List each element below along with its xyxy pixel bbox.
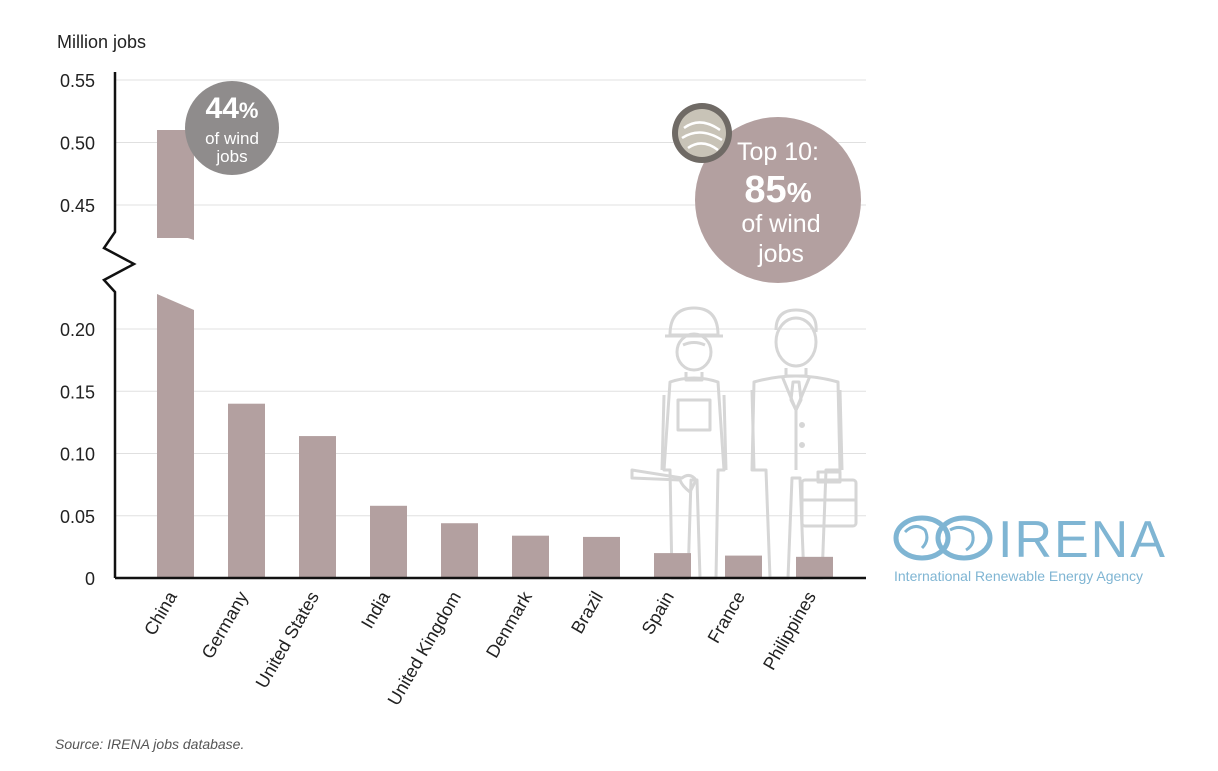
top10-circle	[695, 117, 861, 283]
bar-break-top	[157, 228, 194, 240]
bar	[654, 553, 691, 578]
top10-line1: Top 10:	[737, 138, 819, 166]
bar	[796, 556, 833, 578]
y-tick-label: 0.15	[60, 382, 95, 402]
y-axis-label: Million jobs	[57, 32, 146, 52]
axis-break-slants	[157, 228, 194, 310]
x-tick-label: Philippines	[759, 588, 820, 673]
x-tick-label: China	[140, 587, 181, 639]
x-tick-label: France	[704, 588, 749, 647]
source-note: Source: IRENA jobs database.	[55, 736, 245, 752]
y-tick-labels: 0 0.05 0.10 0.15 0.20 0.45 0.50 0.55	[60, 71, 95, 589]
top10-pct: 85%	[744, 169, 811, 211]
bar	[583, 536, 620, 578]
x-tick-label: India	[357, 587, 394, 632]
bar	[370, 505, 407, 578]
y-tick-label: 0.05	[60, 507, 95, 527]
workers-illustration-icon	[630, 306, 858, 580]
irena-logo-tagline: International Renewable Energy Agency	[894, 568, 1143, 584]
y-tick-label: 0.50	[60, 134, 95, 154]
x-tick-label: Germany	[198, 588, 252, 662]
x-tick-label: United States	[252, 588, 323, 692]
bar	[228, 403, 265, 578]
bar-break-bottom	[157, 290, 194, 310]
y-axis-line	[101, 72, 137, 578]
y-tick-label: 0	[85, 569, 95, 589]
bar	[299, 436, 336, 578]
top10-line3: jobs	[757, 240, 804, 268]
top10-badge: Top 10: 85% of wind jobs	[672, 103, 861, 283]
y-tick-label: 0.45	[60, 196, 95, 216]
bar	[725, 555, 762, 578]
china-share-pct: 44%	[206, 92, 259, 125]
irena-logo-mark	[893, 515, 993, 561]
irena-logo-name: IRENA	[998, 511, 1167, 569]
x-tick-label: United Kingdom	[384, 588, 465, 709]
x-tick-label: Spain	[638, 588, 678, 638]
bar	[157, 130, 194, 578]
china-share-line1: of wind	[205, 129, 259, 148]
top10-line2: of wind	[741, 210, 820, 238]
y-tick-label: 0.10	[60, 445, 95, 465]
globe-icon	[672, 103, 732, 163]
bar	[441, 523, 478, 578]
china-share-circle	[185, 81, 279, 175]
bars	[157, 130, 833, 578]
bar	[512, 535, 549, 578]
y-tick-label: 0.55	[60, 71, 95, 91]
irena-logo: IRENA International Renewable Energy Age…	[893, 511, 1167, 584]
y-tick-label: 0.20	[60, 320, 95, 340]
china-share-line2: jobs	[215, 147, 247, 166]
x-tick-label: Brazil	[567, 588, 607, 637]
x-tick-label: Denmark	[482, 587, 536, 661]
china-share-badge: 44% of wind jobs	[185, 81, 279, 175]
